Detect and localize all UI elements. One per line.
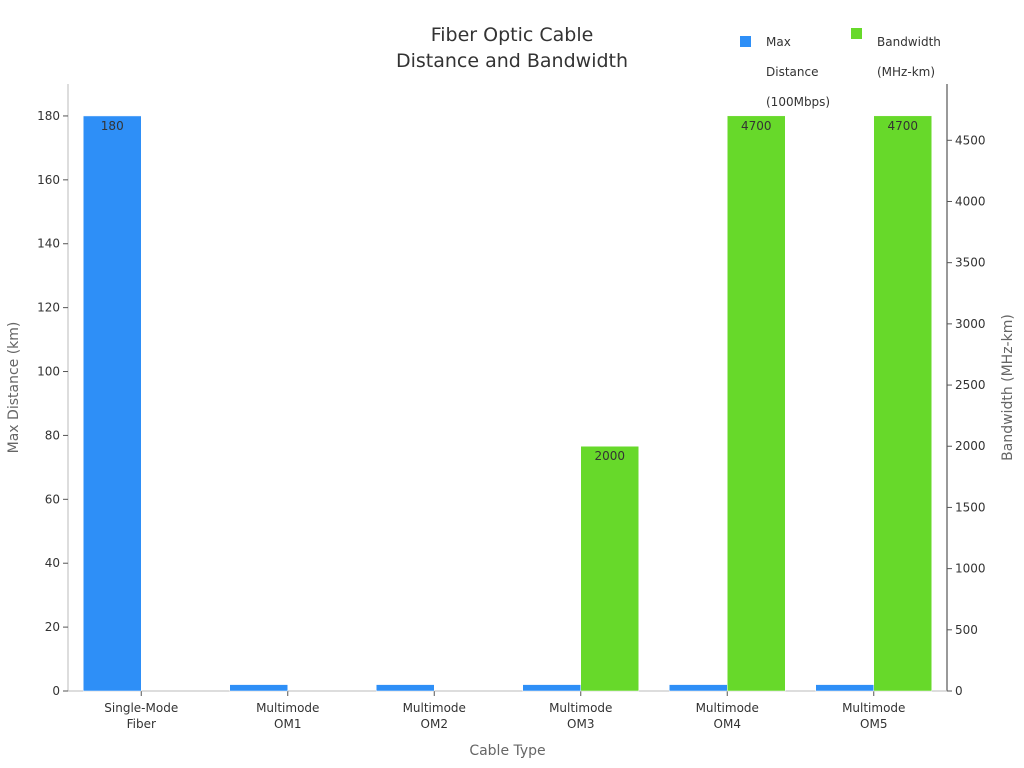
max-distance-data-label: 180	[101, 119, 124, 133]
left-axis-tick-label: 60	[45, 492, 60, 506]
right-axis-tick-label: 0	[955, 684, 963, 698]
legend-label-bandwidth: Bandwidth (MHz-km)	[877, 20, 977, 80]
right-axis-tick-label: 1000	[955, 562, 986, 576]
legend-swatch-max-distance	[740, 36, 751, 47]
chart-title-line-2: Distance and Bandwidth	[395, 50, 629, 72]
legend-label-line: Max	[766, 35, 791, 49]
x-axis-tick-label: Multimode	[842, 701, 905, 715]
max-distance-bar	[522, 684, 581, 692]
left-axis-tick-label: 80	[45, 428, 60, 442]
bandwidth-data-label: 4700	[741, 119, 772, 133]
max-distance-bar	[669, 684, 728, 692]
bandwidth-bar	[580, 445, 639, 692]
bandwidth-bar	[727, 115, 786, 692]
legend-swatch-bandwidth	[851, 28, 862, 39]
bandwidth-data-label: 4700	[887, 119, 918, 133]
x-axis-tick-label: Multimode	[549, 701, 612, 715]
legend-label-line: Distance	[766, 65, 819, 79]
left-axis-tick-label: 0	[52, 684, 60, 698]
left-axis-tick-label: 100	[37, 365, 60, 379]
x-axis-tick-label: Single-Mode	[104, 701, 178, 715]
x-axis-tick-label: OM5	[860, 717, 887, 731]
x-axis-tick-label: Multimode	[696, 701, 759, 715]
right-axis-tick-label: 500	[955, 623, 978, 637]
left-axis-tick-label: 120	[37, 301, 60, 315]
x-axis-tick-label: Multimode	[403, 701, 466, 715]
right-axis-tick-label: 4500	[955, 133, 986, 147]
right-axis-tick-label: 1500	[955, 500, 986, 514]
legend-label-line: Bandwidth	[877, 35, 941, 49]
x-axis-tick-label: OM3	[567, 717, 594, 731]
bandwidth-bar	[873, 115, 932, 692]
right-axis-tick-label: 3500	[955, 256, 986, 270]
max-distance-bar	[815, 684, 874, 692]
x-axis-title: Cable Type	[469, 743, 545, 759]
left-axis-tick-label: 180	[37, 109, 60, 123]
left-axis-tick-label: 20	[45, 620, 60, 634]
x-axis-tick-label: Fiber	[127, 717, 156, 731]
x-axis-tick-label: OM4	[714, 717, 741, 731]
left-axis-title: Max Distance (km)	[6, 322, 22, 454]
right-axis-tick-label: 3000	[955, 317, 986, 331]
right-axis-tick-label: 2000	[955, 439, 986, 453]
bandwidth-data-label: 2000	[594, 449, 625, 463]
legend-label-max-distance: Max Distance (100Mbps)	[766, 20, 856, 110]
x-axis-tick-label: OM2	[421, 717, 448, 731]
legend-label-line: (MHz-km)	[877, 65, 936, 79]
max-distance-bar	[376, 684, 435, 692]
right-axis-title: Bandwidth (MHz-km)	[1000, 314, 1016, 461]
left-axis-tick-label: 160	[37, 173, 60, 187]
left-axis-tick-label: 140	[37, 237, 60, 251]
left-axis-tick-label: 40	[45, 556, 60, 570]
x-axis-tick-label: Multimode	[256, 701, 319, 715]
right-axis-tick-label: 2500	[955, 378, 986, 392]
x-axis-tick-label: OM1	[274, 717, 301, 731]
chart-title-line-1: Fiber Optic Cable	[430, 24, 594, 46]
max-distance-bar	[83, 115, 142, 692]
right-axis-tick-label: 4000	[955, 194, 986, 208]
max-distance-bar	[229, 684, 288, 692]
legend-label-line: (100Mbps)	[766, 95, 831, 109]
